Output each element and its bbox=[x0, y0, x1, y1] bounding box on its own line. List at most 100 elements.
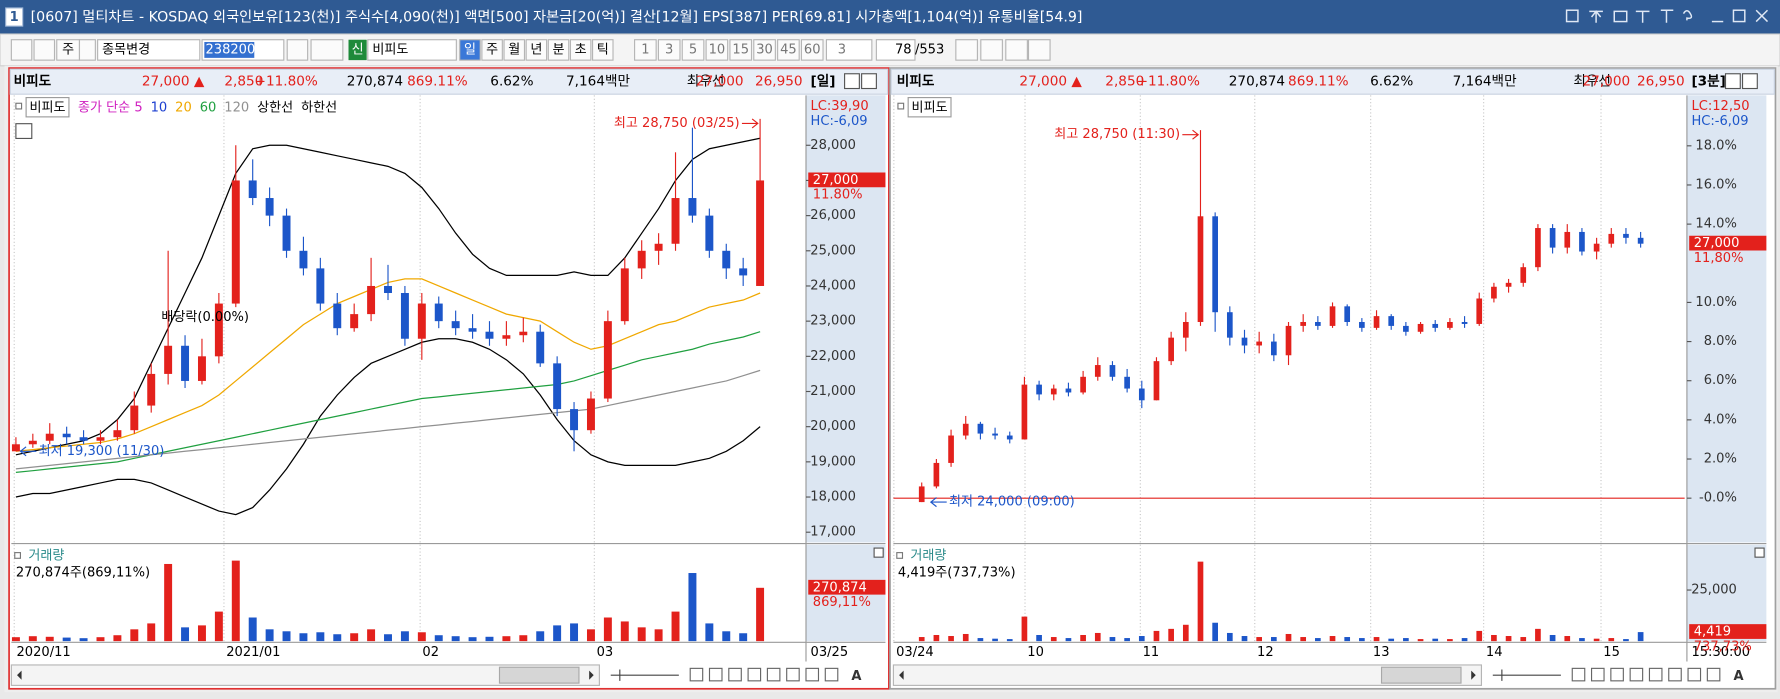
scrollbar[interactable] bbox=[10, 664, 600, 686]
period-button[interactable] bbox=[503, 39, 526, 61]
tool-button[interactable] bbox=[10, 39, 33, 61]
interval-label[interactable]: 5 bbox=[689, 42, 697, 57]
interval-label[interactable]: 45 bbox=[780, 42, 797, 57]
tool-icon[interactable] bbox=[728, 667, 742, 682]
code-input[interactable]: 238200 bbox=[205, 42, 255, 57]
grid-icon[interactable] bbox=[15, 123, 33, 140]
panel-button[interactable] bbox=[1724, 73, 1741, 90]
interval-button[interactable] bbox=[705, 39, 729, 61]
candle-body bbox=[62, 433, 71, 438]
period-label[interactable]: 월 bbox=[508, 42, 520, 57]
interval-button[interactable] bbox=[800, 39, 824, 61]
panel-button[interactable] bbox=[861, 73, 877, 90]
zoom-slider[interactable] bbox=[610, 669, 679, 681]
scrollbar[interactable] bbox=[892, 664, 1483, 686]
interval-button[interactable] bbox=[777, 39, 800, 61]
tool-icon[interactable] bbox=[786, 667, 800, 682]
period-label[interactable]: 분 bbox=[553, 42, 565, 57]
zoom-font[interactable]: A bbox=[851, 669, 862, 684]
legend-entry[interactable]: 상한선 bbox=[257, 100, 293, 115]
volume-bar bbox=[1447, 639, 1453, 642]
legend-entry[interactable]: 60 bbox=[200, 100, 217, 115]
interval-label[interactable]: 60 bbox=[804, 42, 821, 57]
legend-entry[interactable]: 120 bbox=[224, 100, 249, 115]
window-icon[interactable] bbox=[5, 7, 24, 27]
interval-button[interactable] bbox=[681, 39, 705, 61]
tool-button[interactable] bbox=[1005, 39, 1028, 61]
nav-button[interactable] bbox=[310, 39, 344, 61]
zoom-slider[interactable] bbox=[1492, 669, 1561, 681]
legend-entry[interactable]: 20 bbox=[175, 100, 192, 115]
tool-icon[interactable] bbox=[1590, 667, 1605, 682]
tool-button[interactable] bbox=[955, 39, 978, 61]
period-button[interactable] bbox=[547, 39, 570, 61]
ctrl-help[interactable] bbox=[1682, 10, 1693, 21]
legend-entry[interactable]: 하한선 bbox=[301, 100, 337, 115]
tool-icon[interactable] bbox=[1668, 667, 1682, 682]
scroll-thumb[interactable] bbox=[1380, 666, 1462, 684]
interval-label[interactable]: 30 bbox=[756, 42, 773, 57]
period-label[interactable]: 틱 bbox=[597, 42, 609, 57]
tool-button[interactable] bbox=[33, 39, 56, 61]
period-button[interactable] bbox=[459, 39, 481, 61]
unit-dropdown[interactable] bbox=[78, 39, 96, 61]
interval-label[interactable]: 3 bbox=[665, 42, 673, 57]
symbol-combo[interactable] bbox=[97, 39, 201, 61]
ctrl-tile[interactable] bbox=[1613, 10, 1628, 23]
period-label[interactable]: 년 bbox=[530, 42, 542, 57]
legend-entry[interactable]: 비피도 bbox=[30, 100, 66, 115]
interval-button[interactable] bbox=[634, 39, 657, 61]
count-combo[interactable] bbox=[825, 39, 873, 61]
panel-button[interactable] bbox=[844, 73, 860, 90]
tool-button[interactable] bbox=[1027, 39, 1051, 61]
ctrl-close[interactable] bbox=[1755, 9, 1769, 23]
candle-body bbox=[316, 268, 325, 304]
ctrl-link[interactable] bbox=[1565, 9, 1579, 23]
tool-icon[interactable] bbox=[766, 667, 781, 682]
tool-icon[interactable] bbox=[1610, 667, 1624, 682]
interval-button[interactable] bbox=[729, 39, 753, 61]
period-label[interactable]: 초 bbox=[575, 42, 587, 57]
tool-icon[interactable] bbox=[1687, 667, 1702, 682]
search-button[interactable] bbox=[286, 39, 309, 61]
tool-button[interactable] bbox=[980, 39, 1003, 61]
volume-bar bbox=[918, 637, 925, 642]
tool-icon[interactable] bbox=[708, 667, 723, 682]
volume-close[interactable] bbox=[873, 547, 884, 558]
tool-icon[interactable] bbox=[824, 667, 839, 682]
interval-button[interactable] bbox=[657, 39, 681, 61]
period-label[interactable]: 일 bbox=[464, 42, 476, 57]
name-combo[interactable] bbox=[367, 39, 457, 61]
tool-icon[interactable] bbox=[1648, 667, 1663, 682]
period-button[interactable] bbox=[525, 39, 548, 61]
period-button[interactable] bbox=[569, 39, 592, 61]
scroll-thumb[interactable] bbox=[498, 666, 580, 684]
tool-icon[interactable] bbox=[1629, 667, 1644, 682]
interval-button[interactable] bbox=[753, 39, 776, 61]
legend-entry[interactable]: 비피도 bbox=[912, 100, 948, 115]
legend-entry[interactable]: 종가 단순 5 bbox=[78, 100, 143, 115]
page-box[interactable] bbox=[875, 39, 916, 61]
panel-button[interactable] bbox=[1741, 73, 1758, 90]
period-button[interactable] bbox=[481, 39, 503, 61]
period-button[interactable] bbox=[592, 39, 614, 61]
tool-icon[interactable] bbox=[1571, 667, 1586, 682]
volume-close[interactable] bbox=[1754, 547, 1765, 558]
interval-label[interactable]: 15 bbox=[732, 42, 749, 57]
ctrl-top[interactable] bbox=[1589, 10, 1603, 23]
ctrl-max[interactable] bbox=[1732, 9, 1746, 23]
interval-label[interactable]: 1 bbox=[641, 42, 649, 57]
legend-entry[interactable]: 10 bbox=[151, 100, 168, 115]
tool-icon[interactable] bbox=[689, 667, 704, 682]
volume-bar bbox=[1138, 636, 1145, 642]
tool-icon[interactable] bbox=[747, 667, 762, 682]
ctrl-font[interactable] bbox=[1660, 9, 1674, 23]
zoom-font[interactable]: A bbox=[1733, 669, 1744, 684]
ctrl-pin[interactable] bbox=[1635, 10, 1650, 23]
tool-icon[interactable] bbox=[805, 667, 820, 682]
candle-body bbox=[1050, 388, 1057, 395]
header-field: 2,850 bbox=[1105, 74, 1144, 90]
interval-label[interactable]: 10 bbox=[709, 42, 726, 57]
period-label[interactable]: 주 bbox=[486, 42, 498, 57]
tool-icon[interactable] bbox=[1706, 667, 1721, 682]
